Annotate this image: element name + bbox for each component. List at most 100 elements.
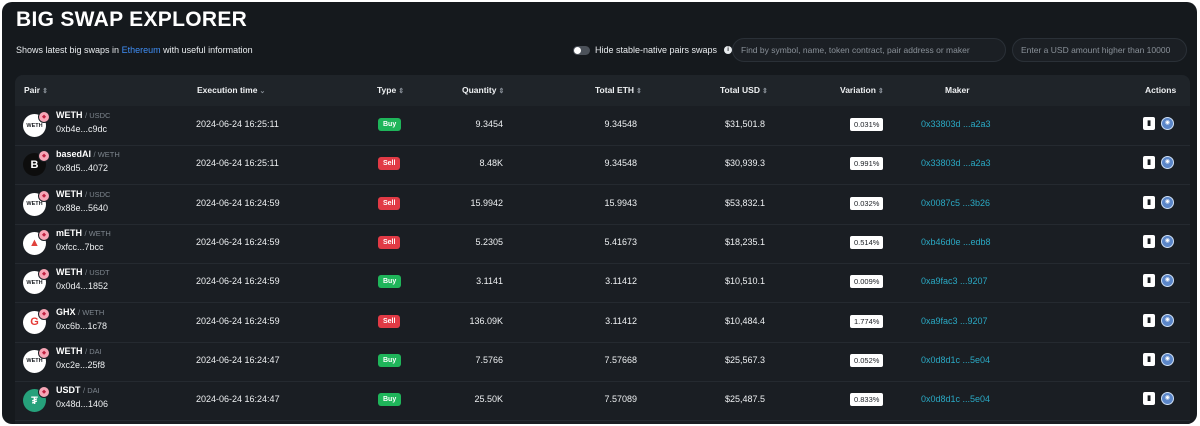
pair-link[interactable]: WETH / DAI	[56, 345, 102, 356]
type-badge: Sell	[378, 314, 401, 328]
explorer-action-icon[interactable]: ◉	[1161, 117, 1174, 130]
table-row[interactable]: WETH ◆ WETH / USDT 0x0d4...1852 2024-06-…	[15, 263, 1190, 304]
maker-link[interactable]: 0x0087c5 ...3b26	[921, 197, 991, 208]
execution-time: 2024-06-24 16:24:59	[196, 236, 280, 247]
pair-link[interactable]: USDT / DAI	[56, 385, 100, 396]
maker-link[interactable]: 0x0d8d1c ...5e04	[921, 354, 991, 365]
pair-address[interactable]: 0xfcc...7bcc	[56, 241, 104, 252]
execution-time: 2024-06-24 16:25:11	[196, 158, 279, 169]
explorer-action-icon[interactable]: ◉	[1161, 156, 1174, 170]
column-quantity[interactable]: Quantity ⇕	[462, 85, 505, 95]
column-type[interactable]: Type ⇕	[377, 85, 405, 95]
maker-link[interactable]: 0x0d8d1c ...5e04	[921, 394, 991, 405]
pair-quote: WETH	[88, 228, 111, 238]
column-total-eth[interactable]: Total ETH ⇕	[595, 85, 642, 95]
pair-address[interactable]: 0xc6b...1c78	[56, 320, 108, 331]
table-row[interactable]: WETH ◆ WETH / USDC 0xb4e...c9dc 2024-06-…	[15, 106, 1190, 146]
total-usd: $30,939.3	[724, 158, 765, 169]
table-row[interactable]: WETH ◆ WETH / DAI 0xc2e...25f8 2024-06-2…	[15, 342, 1190, 382]
total-eth: 15.9943	[604, 197, 637, 208]
table-row[interactable]: WETH ◆ WETH / USDC 0x88e...5640 2024-06-…	[15, 185, 1190, 225]
quantity: 15.9942	[470, 197, 503, 208]
type-badge: Buy	[378, 393, 402, 407]
chain-icon: ◆	[38, 111, 50, 123]
execution-time: 2024-06-24 16:24:47	[196, 394, 280, 405]
chain-icon: ◆	[38, 346, 50, 359]
pair-base: WETH	[56, 267, 83, 278]
pair-address[interactable]: 0xc2e...25f8	[56, 359, 106, 370]
total-eth: 3.11412	[605, 315, 637, 326]
pair-quote: USDT	[89, 268, 110, 278]
maker-link[interactable]: 0x33803d ...a2a3	[921, 158, 991, 169]
total-usd: $25,487.5	[724, 394, 765, 405]
chart-action-icon[interactable]: ▮	[1143, 392, 1155, 406]
column-pair[interactable]: Pair ⇕	[24, 85, 48, 95]
pair-link[interactable]: GHX / WETH	[56, 306, 105, 317]
quantity: 5.2305	[475, 236, 503, 247]
chart-action-icon[interactable]: ▮	[1143, 274, 1155, 288]
quantity: 8.48K	[479, 158, 503, 169]
column-execution-time[interactable]: Execution time ⌄	[197, 85, 266, 95]
pair-quote: DAI	[87, 386, 100, 396]
token-avatar: B ◆	[23, 150, 50, 177]
maker-link[interactable]: 0x33803d ...a2a3	[921, 119, 991, 129]
table-row[interactable]: ₮ ◆ USDT / DAI 0x48d...1406 2024-06-24 1…	[15, 381, 1190, 422]
maker-link[interactable]: 0xa9fac3 ...9207	[921, 276, 988, 287]
pair-address[interactable]: 0x48d...1406	[56, 399, 109, 410]
pair-address[interactable]: 0x88e...5640	[56, 202, 109, 213]
chart-action-icon[interactable]: ▮	[1143, 117, 1155, 130]
total-eth: 3.11412	[605, 276, 637, 287]
network-link[interactable]: Ethereum	[121, 45, 161, 55]
explorer-action-icon[interactable]: ◉	[1161, 313, 1174, 327]
pair-link[interactable]: mETH / WETH	[56, 227, 111, 238]
explorer-action-icon[interactable]: ◉	[1161, 392, 1174, 406]
table-row[interactable]: ▲ ◆ mETH / WETH 0xfcc...7bcc 2024-06-24 …	[15, 224, 1190, 264]
token-avatar: ▲ ◆	[23, 228, 50, 255]
pair-link[interactable]: WETH / USDT	[56, 267, 110, 278]
page-title: BIG SWAP EXPLORER	[16, 8, 248, 31]
token-avatar: ₮ ◆	[23, 386, 50, 413]
variation-badge: 0.052%	[850, 353, 884, 367]
ghx-icon: G	[30, 316, 39, 328]
column-variation[interactable]: Variation ⇕	[840, 85, 884, 95]
weth-icon: WETH	[26, 358, 43, 365]
usd-amount-input[interactable]	[1012, 38, 1187, 62]
pair-link[interactable]: WETH / USDC	[56, 110, 111, 120]
total-usd: $10,510.1	[724, 276, 765, 287]
column-total-usd[interactable]: Total USD ⇕	[720, 85, 768, 95]
pair-quote: WETH	[97, 150, 120, 160]
chart-action-icon[interactable]: ▮	[1143, 156, 1155, 170]
chart-action-icon[interactable]: ▮	[1143, 195, 1155, 209]
token-avatar: WETH ◆	[23, 268, 50, 295]
hide-stable-pairs-toggle-group: Hide stable-native pairs swaps i	[573, 43, 733, 57]
quantity: 25.50K	[474, 394, 503, 405]
chart-action-icon[interactable]: ▮	[1143, 352, 1155, 366]
subtitle-prefix: Shows latest big swaps in	[16, 45, 122, 55]
pair-address[interactable]: 0x8d5...4072	[56, 163, 109, 174]
search-input[interactable]	[732, 38, 1006, 62]
total-eth: 9.34548	[604, 158, 637, 169]
pair-address[interactable]: 0x0d4...1852	[56, 281, 109, 292]
pair-address[interactable]: 0xb4e...c9dc	[56, 124, 108, 134]
variation-badge: 0.514%	[850, 235, 884, 249]
chart-action-icon[interactable]: ▮	[1143, 313, 1155, 327]
explorer-action-icon[interactable]: ◉	[1161, 234, 1174, 248]
quantity: 3.1141	[476, 276, 503, 287]
maker-link[interactable]: 0xa9fac3 ...9207	[921, 315, 988, 326]
explorer-action-icon[interactable]: ◉	[1161, 274, 1174, 288]
info-icon[interactable]: i	[724, 46, 733, 54]
explorer-action-icon[interactable]: ◉	[1161, 352, 1174, 366]
total-usd: $18,235.1	[724, 236, 765, 247]
table-row[interactable]: B ◆ basedAI / WETH 0x8d5...4072 2024-06-…	[15, 145, 1190, 186]
token-avatar: WETH ◆	[23, 111, 50, 137]
maker-link[interactable]: 0xb46d0e ...edb8	[921, 236, 991, 247]
explorer-action-icon[interactable]: ◉	[1161, 195, 1174, 209]
table-row[interactable]: G ◆ GHX / WETH 0xc6b...1c78 2024-06-24 1…	[15, 303, 1190, 343]
pair-link[interactable]: basedAI / WETH	[56, 149, 120, 160]
execution-time: 2024-06-24 16:24:47	[196, 354, 280, 365]
quantity: 9.3454	[475, 119, 503, 129]
pair-link[interactable]: WETH / USDC	[56, 188, 111, 199]
hide-stable-pairs-toggle[interactable]	[573, 45, 590, 55]
chart-action-icon[interactable]: ▮	[1143, 234, 1155, 248]
